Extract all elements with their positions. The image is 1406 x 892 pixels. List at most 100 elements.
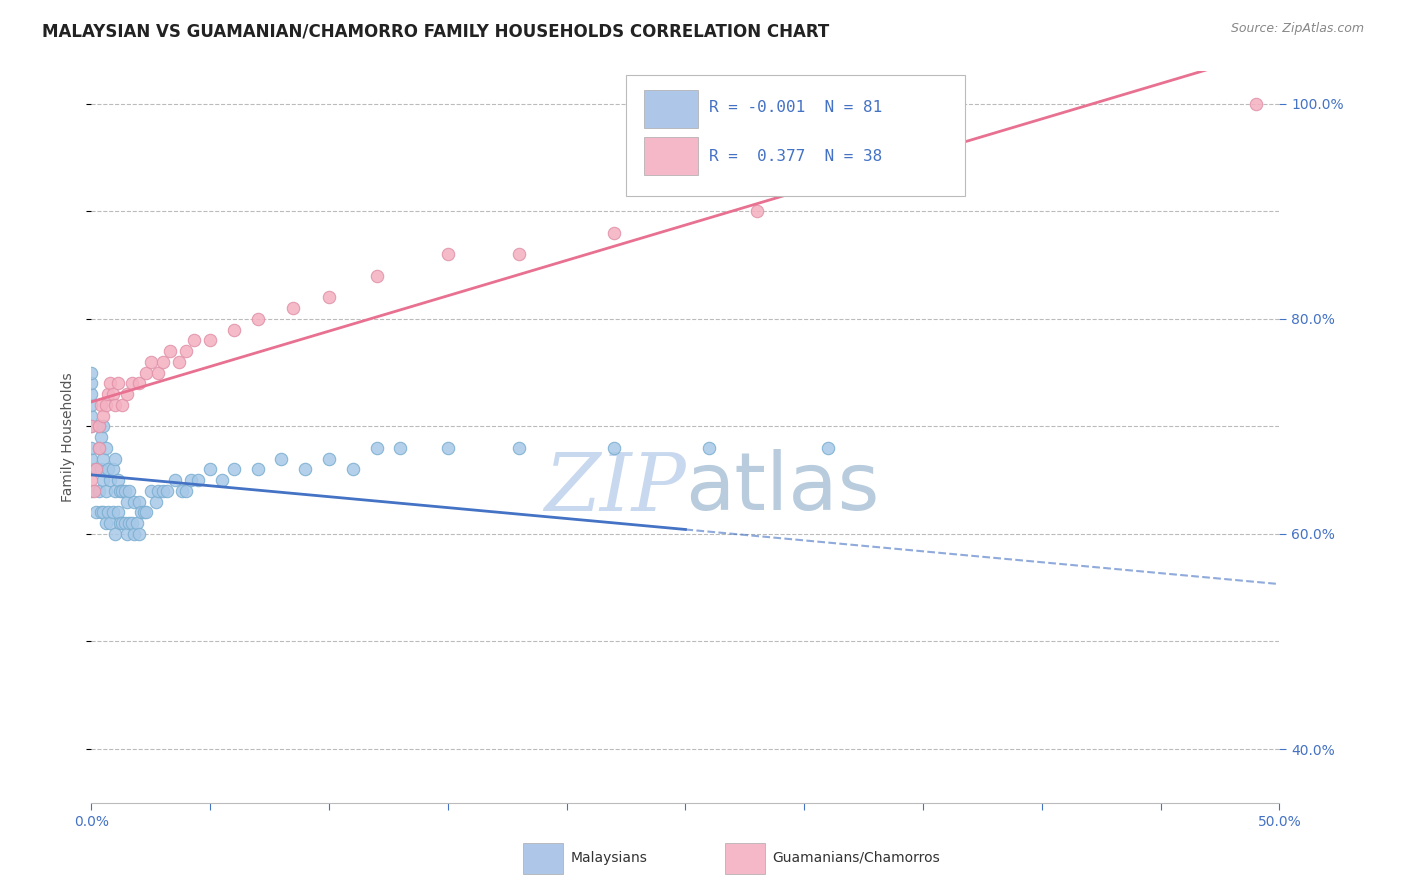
Point — [283, 301, 305, 315]
Point — [80, 441, 103, 455]
Point — [111, 516, 134, 530]
Point — [139, 483, 162, 498]
Point — [135, 505, 157, 519]
Text: Malaysians: Malaysians — [571, 851, 647, 864]
Point — [90, 398, 112, 412]
Point — [139, 355, 162, 369]
Point — [90, 505, 112, 519]
FancyBboxPatch shape — [626, 75, 965, 195]
Point — [200, 333, 222, 347]
Point — [87, 483, 110, 498]
Point — [152, 355, 174, 369]
Text: atlas: atlas — [685, 450, 880, 527]
Point — [115, 527, 138, 541]
Point — [114, 483, 136, 498]
Point — [270, 451, 292, 466]
Point — [129, 505, 152, 519]
Point — [80, 419, 103, 434]
Point — [128, 527, 150, 541]
Point — [114, 516, 136, 530]
Point — [91, 473, 114, 487]
Point — [80, 409, 103, 423]
Point — [100, 473, 122, 487]
FancyBboxPatch shape — [523, 843, 562, 874]
Point — [176, 344, 198, 359]
Point — [91, 409, 114, 423]
Point — [121, 516, 143, 530]
Point — [508, 441, 530, 455]
Point — [366, 441, 388, 455]
Point — [211, 473, 233, 487]
Point — [90, 462, 112, 476]
Point — [125, 516, 148, 530]
Point — [104, 398, 127, 412]
Point — [366, 268, 388, 283]
Point — [318, 451, 340, 466]
Point — [180, 473, 202, 487]
Text: R = -0.001  N = 81: R = -0.001 N = 81 — [709, 101, 883, 115]
Point — [152, 483, 174, 498]
Point — [156, 483, 179, 498]
Point — [80, 473, 103, 487]
Point — [118, 516, 141, 530]
Point — [111, 398, 134, 412]
Point — [183, 333, 205, 347]
Point — [122, 527, 145, 541]
Point — [817, 441, 839, 455]
Text: Guamanians/Chamorros: Guamanians/Chamorros — [772, 851, 939, 864]
Point — [222, 462, 245, 476]
Point — [246, 462, 269, 476]
Point — [145, 494, 167, 508]
Point — [104, 527, 127, 541]
Point — [169, 355, 191, 369]
Point — [87, 441, 110, 455]
Point — [603, 441, 626, 455]
Point — [436, 247, 458, 261]
Point — [107, 473, 129, 487]
Point — [80, 483, 103, 498]
Point — [128, 494, 150, 508]
Point — [91, 451, 114, 466]
Point — [200, 462, 222, 476]
Point — [389, 441, 412, 455]
Point — [104, 451, 127, 466]
Point — [163, 473, 186, 487]
Point — [90, 430, 112, 444]
Point — [87, 419, 110, 434]
Point — [83, 483, 105, 498]
Point — [104, 483, 127, 498]
Point — [108, 516, 131, 530]
Point — [187, 473, 209, 487]
Point — [80, 376, 103, 391]
Point — [959, 828, 981, 842]
Point — [97, 505, 120, 519]
Point — [294, 462, 316, 476]
Point — [118, 483, 141, 498]
Point — [84, 505, 107, 519]
Point — [87, 419, 110, 434]
Text: MALAYSIAN VS GUAMANIAN/CHAMORRO FAMILY HOUSEHOLDS CORRELATION CHART: MALAYSIAN VS GUAMANIAN/CHAMORRO FAMILY H… — [42, 22, 830, 40]
Point — [318, 290, 340, 304]
Point — [80, 366, 103, 380]
Point — [128, 376, 150, 391]
Point — [132, 505, 155, 519]
Point — [111, 483, 134, 498]
Point — [911, 172, 934, 186]
Point — [122, 494, 145, 508]
Point — [135, 366, 157, 380]
Point — [80, 462, 103, 476]
Text: Source: ZipAtlas.com: Source: ZipAtlas.com — [1230, 22, 1364, 36]
Point — [146, 483, 169, 498]
Point — [107, 376, 129, 391]
Point — [91, 419, 114, 434]
Point — [146, 366, 169, 380]
Point — [100, 376, 122, 391]
Point — [115, 387, 138, 401]
Point — [101, 462, 124, 476]
FancyBboxPatch shape — [644, 89, 699, 128]
Text: R =  0.377  N = 38: R = 0.377 N = 38 — [709, 149, 883, 164]
Point — [108, 483, 131, 498]
Point — [91, 505, 114, 519]
Point — [84, 462, 107, 476]
Point — [80, 398, 103, 412]
